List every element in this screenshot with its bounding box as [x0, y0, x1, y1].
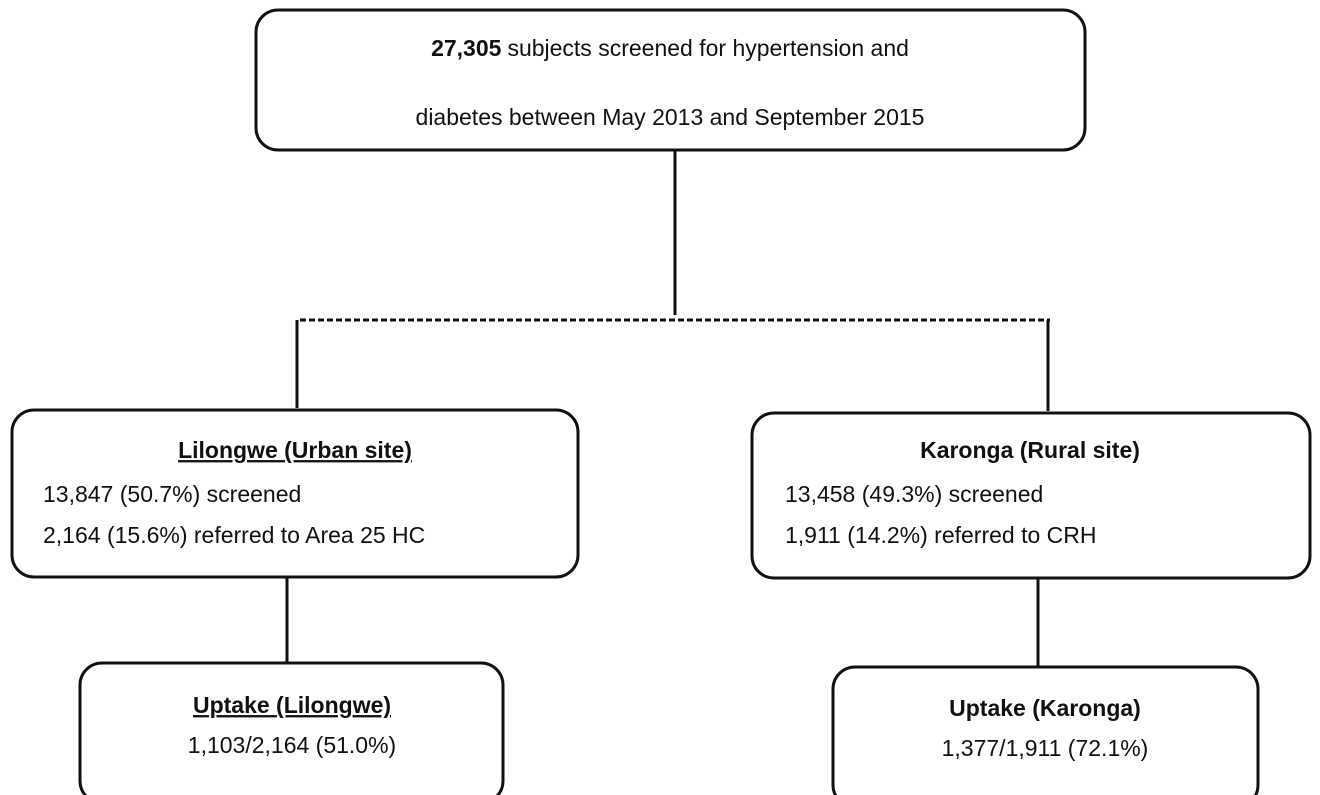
site-line: 1,911 (14.2%) referred to CRH — [785, 522, 1097, 548]
uptake-value: 1,103/2,164 (51.0%) — [188, 732, 396, 758]
site-title: Karonga (Rural site) — [920, 437, 1140, 463]
top-box — [254, 8, 1087, 152]
site-line: 2,164 (15.6%) referred to Area 25 HC — [43, 522, 425, 548]
top-line1: 27,305 subjects screened for hypertension… — [431, 35, 909, 61]
uptake-title: Uptake (Karonga) — [949, 695, 1141, 721]
site-line: 13,847 (50.7%) screened — [43, 481, 301, 507]
site-box — [10, 408, 580, 579]
uptake-box — [78, 661, 505, 795]
site-title: Lilongwe (Urban site) — [178, 437, 412, 463]
uptake-box — [831, 665, 1260, 795]
uptake-title: Uptake (Lilongwe) — [193, 692, 391, 718]
uptake-value: 1,377/1,911 (72.1%) — [942, 735, 1149, 761]
site-box — [750, 411, 1312, 580]
screened-count: 27,305 — [431, 35, 502, 61]
site-line: 13,458 (49.3%) screened — [785, 481, 1043, 507]
top-text: subjects screened for hypertension and — [507, 35, 908, 61]
top-line2: diabetes between May 2013 and September … — [416, 104, 925, 130]
